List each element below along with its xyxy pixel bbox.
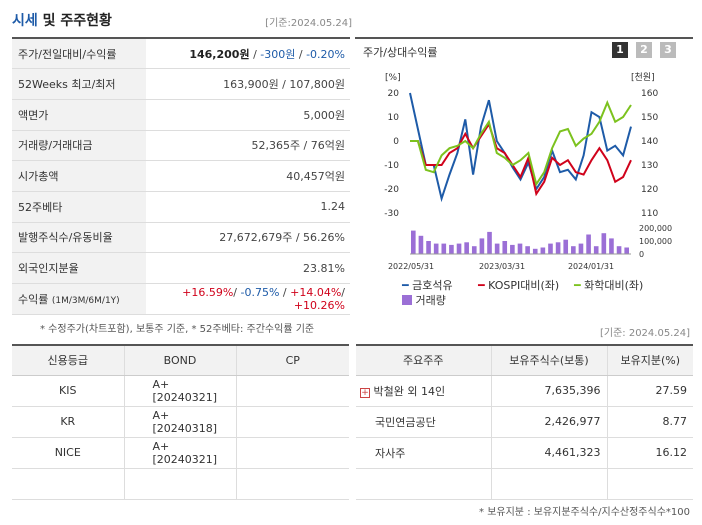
table-row: + 박철완 외 14인 7,635,396 27.59 [356, 375, 693, 407]
volume-bar [510, 244, 515, 254]
right-tick-label: 110 [641, 209, 658, 219]
credit-rating-table: 신용등급 BOND CP KIS A+ [20240321] KR A+ [202403… [12, 344, 349, 500]
volume-bar [609, 238, 614, 254]
x-tick-label: 2023/03/31 [479, 262, 525, 271]
price-chart: [%] [천원] 20 10 0 -10 -20 -30 160 150 140 130 120 110 2… [384, 72, 672, 271]
series-line [410, 121, 632, 197]
volume-bar [494, 243, 500, 254]
x-tick-label: 2022/05/31 [388, 262, 434, 271]
series-line [410, 99, 632, 187]
table-row: 시가총액 40,457억원 [12, 160, 350, 192]
table-row [356, 468, 693, 500]
right-tick-label: 130 [641, 161, 658, 171]
volume-tick-label: 0 [639, 250, 644, 259]
volume-bar [616, 246, 622, 254]
legend-item: 거래량 [402, 292, 446, 308]
volume-bar [464, 242, 469, 254]
major-shareholders-table: 주요주주 보유주식수(보통) 보유지분(%) + 박철완 외 14인 7,635,3… [356, 344, 693, 500]
table-row: 국민연금공단 2,426,977 8.77 [356, 406, 693, 438]
legend-item: ━ 금호석유 [402, 279, 453, 292]
table-row: KIS A+ [20240321] [12, 375, 349, 407]
volume-bar [433, 243, 439, 254]
volume-bar [532, 248, 538, 254]
legend-bar-icon [402, 295, 412, 305]
expand-icon[interactable]: + [360, 387, 370, 398]
volume-bar [456, 243, 462, 254]
volume-bar [426, 241, 431, 254]
volume-bar [411, 230, 416, 254]
volume-bar [418, 235, 424, 254]
left-tick-label: -10 [384, 161, 399, 171]
volume-tick-label: 100,000 [639, 237, 672, 246]
chart-title: 주가/상대수익률 [363, 46, 438, 59]
legend-line-icon: ━ [402, 279, 409, 292]
table-row: 주가/전일대비/수익률 146,200원 / -300원 / -0.20% [12, 38, 350, 70]
table-row: 액면가 5,000원 [12, 99, 350, 131]
holders-note: * 보유지분 : 보유지분주식수/지수산정주식수*100 [479, 507, 690, 518]
legend-item: ━ KOSPI대비(좌) [478, 279, 560, 292]
table-row: 52Weeks 최고/최저 163,900원 / 107,800원 [12, 68, 350, 100]
volume-bar [548, 243, 553, 254]
volume-tick-label: 200,000 [639, 224, 672, 233]
volume-bar [517, 243, 523, 254]
volume-bar [487, 231, 492, 254]
table-row: 수익률 (1M/3M/6M/1Y) +16.59%/ -0.75% / +14.… [12, 283, 350, 315]
current-price: 146,200원 [189, 47, 250, 61]
volume-bar [593, 246, 599, 254]
volume-bar [502, 241, 508, 254]
left-tick-label: -20 [384, 185, 399, 195]
price-table: 주가/전일대비/수익률 146,200원 / -300원 / -0.20% 52… [12, 37, 350, 315]
table-row: 발행주식수/유동비율 27,672,679주 / 56.26% [12, 222, 350, 254]
volume-bar [624, 247, 629, 254]
price-note: * 수정주가(차트포함), 보통주 기준, * 52주베타: 주간수익률 기준 [40, 324, 315, 335]
volume-bar [449, 244, 454, 254]
legend-item: ━ 화학대비(좌) [574, 279, 644, 292]
table-row: NICE A+ [20240321] [12, 437, 349, 469]
volume-bar [578, 243, 584, 254]
left-axis-label: [%] [385, 73, 401, 83]
right-tick-label: 140 [641, 137, 658, 147]
table-row: 거래량/거래대금 52,365주 / 76억원 [12, 130, 350, 162]
right-tick-label: 120 [641, 185, 658, 195]
table-row: 52주베타 1.24 [12, 191, 350, 223]
left-tick-label: -30 [384, 209, 399, 219]
volume-bar [555, 242, 561, 254]
x-tick-label: 2024/01/31 [568, 262, 614, 271]
price-change-pct: -0.20% [306, 47, 345, 61]
table-row: 외국인지분율 23.81% [12, 252, 350, 284]
reference-date-2: [기준: 2024.05.24] [599, 328, 690, 339]
legend-line-icon: ━ [574, 279, 581, 292]
right-tick-label: 150 [641, 113, 658, 123]
table-row [12, 468, 349, 500]
volume-bar [479, 238, 485, 254]
table-row: 자사주 4,461,323 16.12 [356, 437, 693, 469]
volume-bar [571, 246, 576, 254]
chart-page-2-button[interactable]: 2 [636, 42, 652, 58]
left-tick-label: 10 [388, 113, 400, 123]
left-tick-label: 0 [393, 137, 399, 147]
table-row: KR A+ [20240318] [12, 406, 349, 438]
volume-bar [586, 234, 591, 254]
series-line [409, 92, 632, 203]
volume-bar [441, 243, 447, 254]
reference-date: [기준:2024.05.24] [265, 18, 352, 29]
right-tick-label: 160 [641, 89, 658, 99]
right-axis-label: [천원] [631, 72, 655, 83]
chart-page-3-button[interactable]: 3 [660, 42, 676, 58]
volume-bar [471, 246, 477, 254]
chart-page-1-button[interactable]: 1 [612, 42, 628, 58]
volume-bar [540, 247, 546, 254]
volume-bar [601, 233, 607, 254]
volume-bar [525, 246, 530, 254]
volume-bar [563, 239, 569, 254]
left-tick-label: 20 [388, 89, 400, 99]
legend-line-icon: ━ [478, 279, 485, 292]
price-change: -300원 [260, 47, 296, 61]
chart-panel [355, 37, 693, 309]
section-title: 시세 및 주주현황 [12, 13, 112, 29]
